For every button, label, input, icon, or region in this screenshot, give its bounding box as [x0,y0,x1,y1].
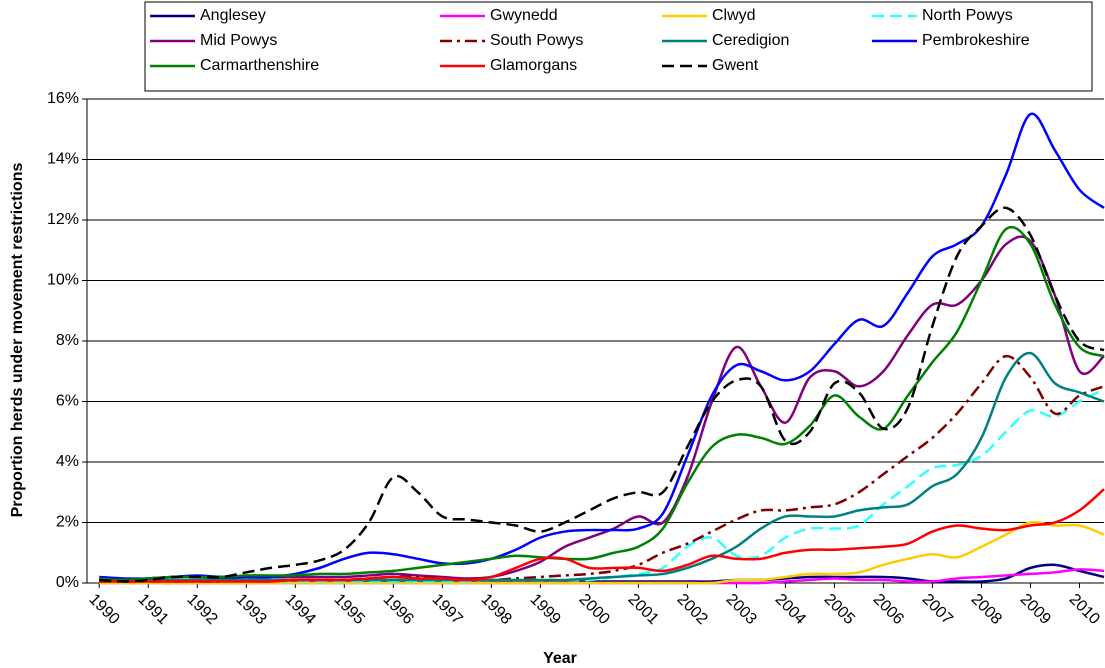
y-tick-label: 8% [56,332,79,349]
legend-label: North Powys [922,7,1013,24]
legend-label: Mid Powys [200,32,277,49]
series-line [99,520,1105,585]
legend-label: South Powys [490,32,583,49]
y-tick-label: 6% [56,393,79,410]
legend-label: Carmarthenshire [200,57,319,74]
series-line [99,206,1105,583]
series-line [99,488,1105,583]
legend-label: Gwynedd [490,7,558,24]
legend-label: Ceredigion [712,32,789,49]
y-tick-label: 0% [56,574,79,591]
series-line [99,351,1105,582]
y-tick-label: 16% [47,90,79,107]
series-line [99,112,1105,580]
y-tick-label: 10% [47,272,79,289]
legend-label: Anglesey [200,7,266,24]
legend-label: Glamorgans [490,57,577,74]
x-axis-title: Year [543,650,577,667]
legend-label: Clwyd [712,7,756,24]
y-tick-label: 2% [56,514,79,531]
y-axis-title: Proportion herds under movement restrict… [9,163,26,518]
legend-label: Gwent [712,57,759,74]
y-tick-label: 14% [47,151,79,168]
y-tick-label: 12% [47,211,79,228]
legend-box [144,1,1093,92]
series-line [99,225,1105,582]
legend-label: Pembrokeshire [922,32,1030,49]
y-tick-label: 4% [56,453,79,470]
